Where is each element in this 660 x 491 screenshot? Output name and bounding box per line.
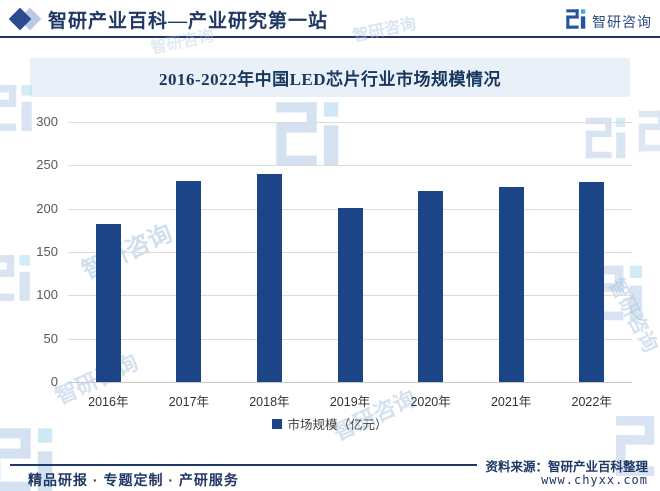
gridline-150 xyxy=(68,252,632,253)
y-axis-tick: 0 xyxy=(50,374,58,389)
y-axis-tick: 200 xyxy=(36,200,58,216)
footer-divider xyxy=(10,464,478,466)
footer-website: www.chyxx.com xyxy=(541,473,648,487)
x-axis-tick: 2016年 xyxy=(88,395,129,409)
diamond-icon xyxy=(8,7,44,31)
chart-title-banner: 2016-2022年中国LED芯片行业市场规模情况 xyxy=(30,58,630,97)
bar-2018年 xyxy=(256,174,282,382)
x-axis-tick: 2019年 xyxy=(329,395,371,409)
data-source: 资料来源：智研产业百科整理 xyxy=(485,459,648,474)
x-axis-tick: 2021年 xyxy=(490,395,532,409)
footer-source-row: 资料来源：智研产业百科整理 xyxy=(10,456,648,474)
gridline-50 xyxy=(68,338,632,340)
watermark-logo-icon xyxy=(585,262,647,329)
y-axis-tick: 150 xyxy=(36,244,58,259)
watermark-logo-icon xyxy=(583,115,629,166)
y-axis-tick: 50 xyxy=(43,330,58,346)
y-axis-tick: 250 xyxy=(36,157,58,173)
watermark-logo-icon xyxy=(0,252,34,309)
chart-title: 2016-2022年中国LED芯片行业市场规模情况 xyxy=(158,70,502,89)
x-axis-tick: 2017年 xyxy=(168,395,210,409)
footer-services: 精品研报 · 专题定制 · 产研服务 xyxy=(28,472,239,488)
bar-2019年 xyxy=(337,207,363,382)
watermark-logo-icon xyxy=(272,98,344,175)
legend-swatch xyxy=(272,418,283,429)
header-divider xyxy=(0,36,660,38)
x-axis-tick: 2022年 xyxy=(571,395,612,409)
legend-label: 市场规模（亿元） xyxy=(287,418,388,432)
gridline-100 xyxy=(68,295,632,297)
y-axis-tick: 300 xyxy=(36,114,58,129)
zhiyan-logo-icon xyxy=(565,8,587,35)
x-axis-tick: 2018年 xyxy=(249,395,290,409)
gridline-250 xyxy=(68,165,632,167)
brand-name: 智研咨询 xyxy=(592,13,652,30)
y-axis-tick: 100 xyxy=(36,287,58,303)
brand: 智研咨询 xyxy=(565,8,652,35)
gridline-0 xyxy=(68,382,632,383)
bar-2016年 xyxy=(95,224,121,382)
chart-legend: 市场规模（亿元） xyxy=(0,414,660,433)
bar-2017年 xyxy=(176,180,202,382)
bar-2020年 xyxy=(418,190,444,382)
page-title: 智研产业百科—产业研究第一站 xyxy=(48,11,329,32)
bar-2022年 xyxy=(579,181,605,382)
watermark-text: 智研咨询 xyxy=(78,220,177,285)
header: 智研产业百科—产业研究第一站 智研咨询 xyxy=(0,0,660,36)
x-axis-tick: 2020年 xyxy=(410,395,451,409)
watermark-text: 智研咨询 xyxy=(604,275,660,357)
gridline-300 xyxy=(68,122,632,123)
bar-2021年 xyxy=(498,187,524,382)
gridline-200 xyxy=(68,208,632,210)
watermark-text: 智研咨询 xyxy=(51,349,142,410)
watermark-logo-icon xyxy=(636,108,660,159)
